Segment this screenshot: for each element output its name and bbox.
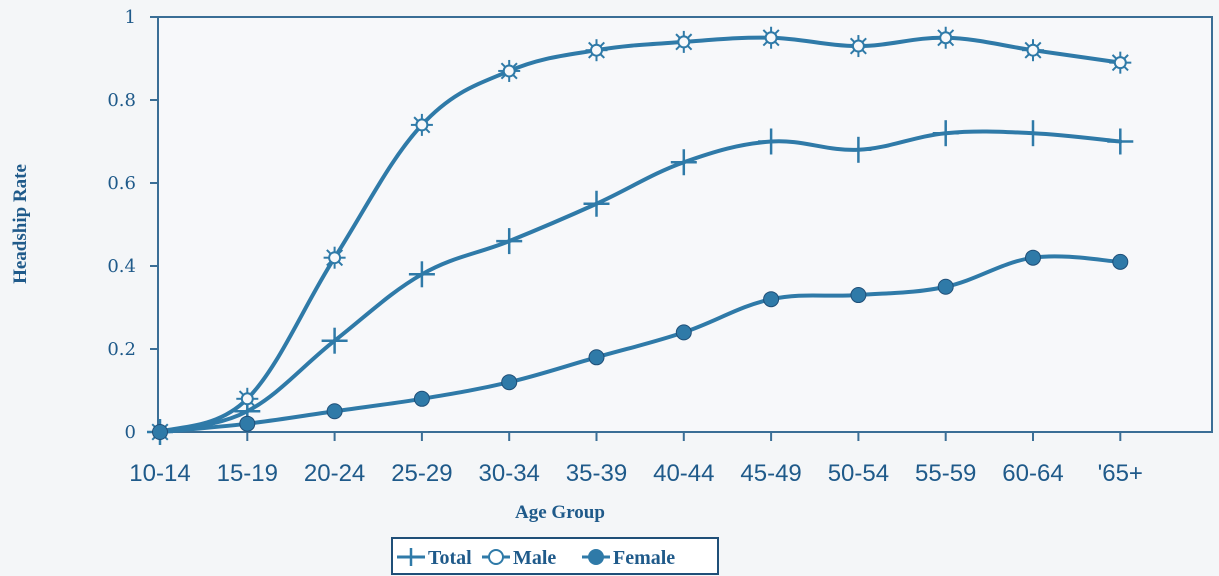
legend-items: Total Male Female	[397, 547, 675, 569]
female-point	[588, 349, 605, 366]
legend-item-male: Male	[482, 547, 556, 569]
female-point	[763, 291, 780, 308]
female-point	[501, 374, 518, 391]
female-point	[1025, 249, 1041, 266]
y-tick-label: 0.6	[107, 173, 136, 194]
plot-area	[157, 16, 1213, 433]
series-male	[149, 26, 1132, 443]
female-point	[239, 415, 256, 432]
legend-sunburst-icon	[488, 549, 504, 565]
series-female	[152, 249, 1129, 440]
total-point	[758, 128, 785, 155]
x-tick-label: 35-39	[566, 460, 627, 487]
total-point	[408, 261, 435, 288]
female-point	[1112, 253, 1129, 270]
total-point	[845, 136, 872, 163]
x-tick-label: '65+	[1098, 460, 1143, 487]
male-point	[760, 26, 783, 49]
legend-label: Female	[613, 547, 675, 569]
series-line-female	[158, 254, 1123, 434]
x-axis-title: Age Group	[515, 502, 605, 523]
male-point	[1022, 39, 1044, 62]
x-tick-label: 20-24	[304, 460, 365, 487]
male-point	[498, 59, 521, 82]
female-point	[675, 324, 692, 341]
total-point	[321, 327, 348, 354]
legend-item-female: Female	[582, 547, 675, 569]
male-point	[410, 113, 433, 136]
x-tick-label: 55-59	[915, 460, 976, 487]
x-tick-label: 40-44	[653, 460, 714, 487]
male-point	[847, 35, 870, 58]
y-tick-label: 1	[125, 7, 136, 28]
y-tick-label: 0.2	[107, 339, 136, 360]
total-point	[583, 190, 610, 217]
y-tick-label: 0	[125, 422, 136, 443]
y-tick-label: 0.4	[107, 256, 136, 277]
total-point	[496, 228, 523, 255]
y-axis-title: Headship Rate	[10, 164, 31, 284]
female-point	[937, 278, 954, 295]
female-point	[413, 390, 430, 407]
male-point	[323, 246, 346, 269]
legend-circle-icon	[588, 549, 604, 565]
x-tick-label: 30-34	[479, 460, 540, 487]
male-point	[672, 30, 695, 53]
female-point	[850, 287, 867, 304]
male-point	[585, 39, 608, 62]
female-point	[152, 424, 168, 440]
x-axis: 10-14 15-19 20-24 25-29 30-34 35-39 40-44 45-49…	[129, 432, 1143, 487]
female-point	[326, 403, 343, 420]
legend-item-total: Total	[397, 547, 472, 569]
x-tick-label: 10-14	[129, 460, 190, 487]
y-axis: 0 0.2 0.4 0.6 0.8 1	[107, 7, 158, 443]
x-tick-label: 50-54	[828, 460, 889, 487]
legend-box	[391, 537, 719, 575]
male-point	[1109, 51, 1132, 74]
legend-label: Male	[513, 547, 556, 569]
total-point	[932, 120, 959, 147]
legend-label: Total	[428, 547, 472, 569]
total-point	[1020, 120, 1046, 147]
total-point	[1107, 128, 1134, 155]
total-point	[670, 149, 697, 176]
x-tick-label: 15-19	[217, 460, 278, 487]
x-tick-label: 60-64	[1002, 460, 1063, 487]
series-layer	[147, 26, 1134, 445]
y-tick-label: 0.8	[107, 90, 136, 111]
x-tick-label: 45-49	[740, 460, 801, 487]
male-point	[934, 26, 957, 49]
legend: Total Male Female	[391, 537, 719, 575]
male-point	[236, 387, 259, 410]
x-tick-label: 25-29	[391, 460, 452, 487]
